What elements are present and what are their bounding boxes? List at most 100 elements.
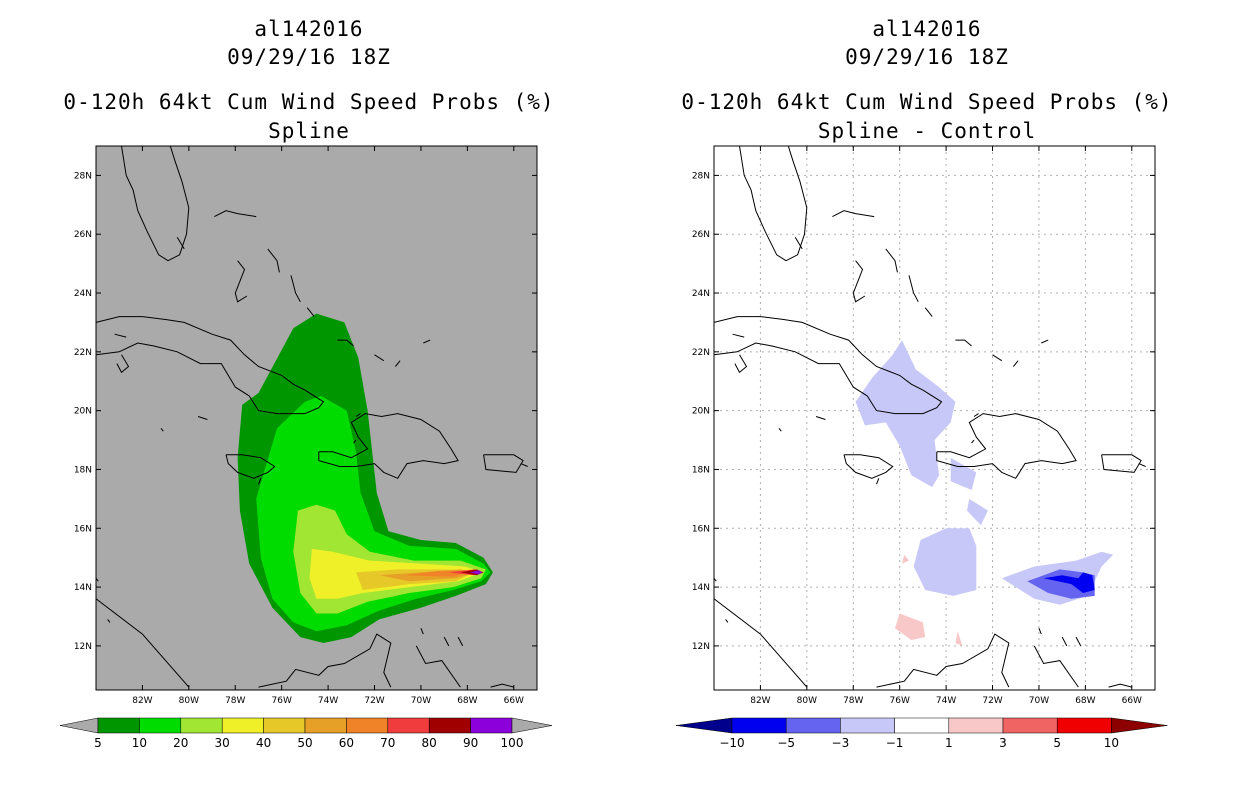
coastline: [520, 463, 528, 467]
y-tick-label: 16N: [692, 524, 710, 534]
coastline: [318, 413, 459, 479]
plot-frame: [95, 145, 538, 691]
contour-level-neg1: [950, 457, 977, 490]
colorbar-label: 10: [132, 736, 147, 750]
colorbar-high-arrow: [1111, 717, 1168, 734]
colorbar-segment: [180, 717, 223, 734]
coastline: [374, 354, 385, 362]
coastline: [936, 413, 1077, 479]
x-tick-label: 72W: [982, 696, 1002, 706]
y-tick-label: 18N: [74, 465, 92, 475]
coastline: [1038, 628, 1042, 635]
y-tick-label: 22N: [692, 348, 710, 358]
left-chart-subtitle: Spline: [268, 119, 350, 143]
coastline: [714, 316, 943, 415]
coastline: [1075, 636, 1082, 647]
colorbar-segment: [894, 717, 950, 734]
colorbar-segment: [1002, 717, 1058, 734]
coastline: [355, 413, 361, 417]
coastline: [415, 645, 461, 688]
colorbar-label: −3: [832, 736, 850, 750]
x-tick-label: 72W: [364, 696, 384, 706]
coastline: [1108, 683, 1132, 688]
coastline: [114, 333, 127, 338]
x-tick-label: 66W: [504, 696, 524, 706]
x-tick-label: 82W: [132, 696, 152, 706]
colorbar-segment: [139, 717, 182, 734]
coastline: [971, 439, 975, 444]
right-storm-id: al142016: [872, 17, 982, 41]
coastline: [778, 427, 782, 432]
coastline: [290, 275, 301, 303]
x-tick-label: 78W: [843, 696, 863, 706]
coastline: [116, 354, 130, 374]
coastline: [306, 307, 315, 317]
right-datetime: 09/29/16 18Z: [845, 45, 1009, 69]
colorbar-label: 3: [999, 736, 1007, 750]
coastline: [490, 683, 514, 688]
colorbar-segment: [97, 717, 140, 734]
coastline: [258, 478, 262, 485]
colorbar-segment: [428, 717, 471, 734]
x-tick-label: 68W: [1075, 696, 1095, 706]
y-tick-label: 14N: [692, 583, 710, 593]
coastline: [423, 339, 431, 344]
y-tick-label: 22N: [74, 348, 92, 358]
coastline: [353, 439, 357, 444]
contour-level-90: [469, 570, 483, 575]
colorbar-segment: [948, 717, 1004, 734]
colorbar-label: −10: [719, 736, 744, 750]
colorbar-segment: [263, 717, 306, 734]
coastline: [832, 210, 875, 218]
coastline: [1041, 339, 1049, 344]
contour-level-1: [955, 631, 963, 646]
x-tick-label: 78W: [225, 696, 245, 706]
coastline: [121, 146, 190, 262]
coastline: [1101, 454, 1142, 473]
right-panel: al142016 09/29/16 18Z 0-120h 64kt Cum Wi…: [618, 0, 1236, 800]
contour-level-neg3: [1027, 569, 1095, 599]
contour-level-neg5: [1043, 572, 1095, 593]
coastline: [443, 636, 450, 647]
y-tick-label: 20N: [74, 407, 92, 417]
coastline: [725, 619, 729, 623]
coastline: [258, 633, 392, 688]
colorbar-high-arrow: [511, 717, 553, 734]
colorbar-label: 90: [463, 736, 478, 750]
coastline: [876, 478, 880, 485]
colorbar-segment: [840, 717, 895, 734]
x-tick-label: 74W: [318, 696, 338, 706]
coastline: [843, 454, 894, 479]
colorbar-label: 20: [173, 736, 188, 750]
x-tick-label: 76W: [890, 696, 910, 706]
coastline: [924, 307, 933, 317]
contour-level-neg1: [913, 528, 977, 596]
colorbar-low-arrow: [59, 717, 99, 734]
x-tick-label: 76W: [272, 696, 292, 706]
plot-frame: [713, 145, 1156, 691]
colorbar-segment: [346, 717, 389, 734]
coastline: [160, 427, 164, 432]
coastline: [815, 416, 826, 420]
y-tick-label: 12N: [74, 642, 92, 652]
y-tick-label: 26N: [74, 230, 92, 240]
colorbar-label: 30: [215, 736, 230, 750]
coastline: [395, 360, 401, 367]
coastline: [732, 333, 745, 338]
left-map-plot: 82W 80W 78W 76W 74W 72W 70W 68W 66W 28N 26N 24N 22N 2…: [59, 145, 553, 750]
coastline: [852, 260, 866, 303]
x-tick-label: 70W: [1029, 696, 1049, 706]
left-datetime: 09/29/16 18Z: [227, 45, 391, 69]
y-tick-label: 18N: [692, 465, 710, 475]
coastline: [1138, 463, 1146, 467]
y-tick-label: 26N: [692, 230, 710, 240]
y-tick-label: 14N: [74, 583, 92, 593]
coastline: [96, 316, 325, 415]
colorbar: 5 10 20 30 40 50 60 70 80 90 100: [59, 717, 553, 750]
coastline: [714, 598, 808, 688]
colorbar-label: 80: [422, 736, 437, 750]
y-tick-label: 16N: [74, 524, 92, 534]
coastline: [197, 416, 208, 420]
contour-level-1: [902, 554, 909, 564]
colorbar-label: 5: [94, 736, 102, 750]
